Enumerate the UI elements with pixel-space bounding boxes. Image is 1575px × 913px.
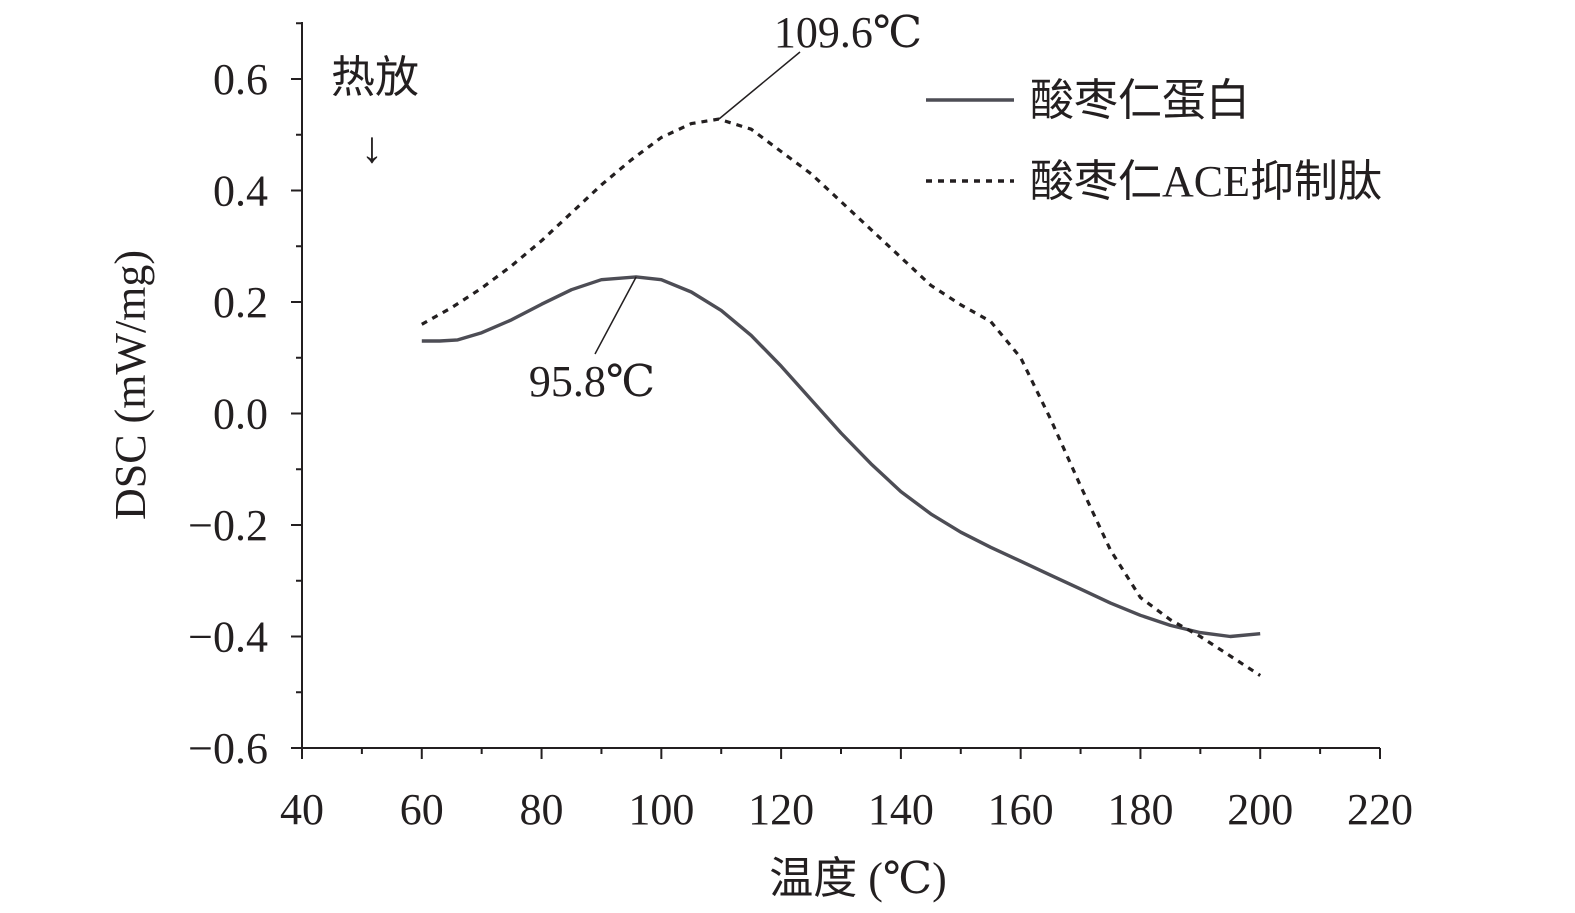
y-tick-label: 0.2 [213,278,268,327]
x-tick-label: 120 [748,785,814,834]
x-tick-label: 40 [280,785,324,834]
legend-label: 酸枣仁蛋白 [1030,76,1250,125]
axes [301,22,1380,749]
x-tick-label: 160 [988,785,1054,834]
y-axis-ticks: −0.6 −0.4 −0.2 0.0 0.2 0.4 0.6 [188,22,302,773]
annotation-leader-line [718,51,801,120]
peak-annotation-label: 109.6℃ [774,8,922,57]
y-tick-label: −0.2 [188,501,268,550]
x-tick-label: 100 [628,785,694,834]
x-tick-label: 60 [400,785,444,834]
annotation-leader-line [594,276,637,355]
heat-direction-arrow-icon: ↓ [361,123,383,172]
y-tick-label: 0.0 [213,390,268,439]
x-axis-ticks: 40 60 80 100 120 140 160 180 200 220 [280,748,1413,834]
y-tick-label: −0.4 [188,613,268,662]
series-layer [421,117,1262,677]
y-tick-label: 0.4 [213,167,268,216]
x-tick-label: 200 [1227,785,1293,834]
y-axis-title: DSC (mW/mg) [106,250,155,520]
x-tick-label: 180 [1107,785,1173,834]
x-tick-label: 220 [1347,785,1413,834]
y-tick-label: −0.6 [188,724,268,773]
series-line-1 [421,275,1261,639]
legend-label: 酸枣仁ACE抑制肽 [1030,157,1382,206]
y-tick-label: 0.6 [213,55,268,104]
annotation-layer: 95.8℃ 109.6℃ [529,8,922,406]
heat-release-label: 热放 [331,53,419,102]
series-line-2 [421,117,1262,677]
x-tick-label: 80 [520,785,564,834]
x-axis-title: 温度 (℃) [769,854,947,903]
peak-annotation-label: 95.8℃ [529,357,655,406]
x-tick-label: 140 [868,785,934,834]
